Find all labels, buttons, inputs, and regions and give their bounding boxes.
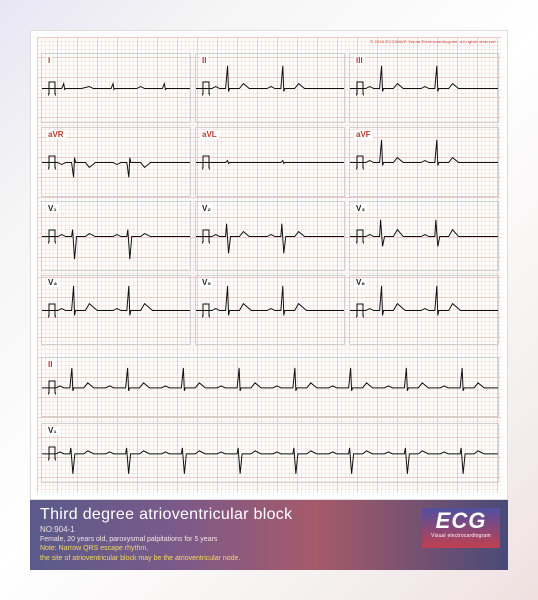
ecg-trace — [42, 276, 190, 345]
lead-box-V: V₄ — [41, 275, 191, 345]
lead-box-aVR: aVR — [41, 127, 191, 197]
lead-box-V: V₆ — [349, 275, 499, 345]
logo-text: ECG — [422, 510, 500, 532]
ecg-trace — [42, 202, 190, 271]
rhythm-strip-II: II — [41, 357, 499, 417]
lead-box-I: I — [41, 53, 191, 123]
ecg-trace — [196, 54, 344, 123]
footer-band: Third degree atrioventricular block NO:9… — [30, 500, 508, 570]
ecg-trace — [42, 128, 190, 197]
lead-box-III: III — [349, 53, 499, 123]
ecg-trace — [42, 358, 498, 418]
ecg-trace — [350, 202, 498, 271]
lead-box-II: II — [195, 53, 345, 123]
ecg-logo: ECG Visual electrocardiogram — [422, 508, 500, 548]
lead-box-aVL: aVL — [195, 127, 345, 197]
lead-box-V: V₁ — [41, 201, 191, 271]
header-copyright: © 2016 ECGWAVE Visual Electrocardiogram.… — [370, 39, 497, 44]
ecg-trace — [350, 128, 498, 197]
lead-box-aVF: aVF — [349, 127, 499, 197]
ecg-trace — [42, 54, 190, 123]
ecg-trace — [196, 128, 344, 197]
ecg-trace — [42, 424, 498, 484]
lead-box-V: V₃ — [349, 201, 499, 271]
ecg-trace — [350, 276, 498, 345]
clinical-note-2: the site of atrioventricular block may b… — [40, 554, 498, 563]
ecg-trace — [196, 276, 344, 345]
ecg-trace — [350, 54, 498, 123]
logo-subtitle: Visual electrocardiogram — [422, 533, 500, 539]
rhythm-strip-V: V₁ — [41, 423, 499, 483]
lead-box-V: V₂ — [195, 201, 345, 271]
lead-box-V: V₅ — [195, 275, 345, 345]
ecg-trace — [196, 202, 344, 271]
ecg-panel: © 2016 ECGWAVE Visual Electrocardiogram.… — [30, 30, 508, 500]
